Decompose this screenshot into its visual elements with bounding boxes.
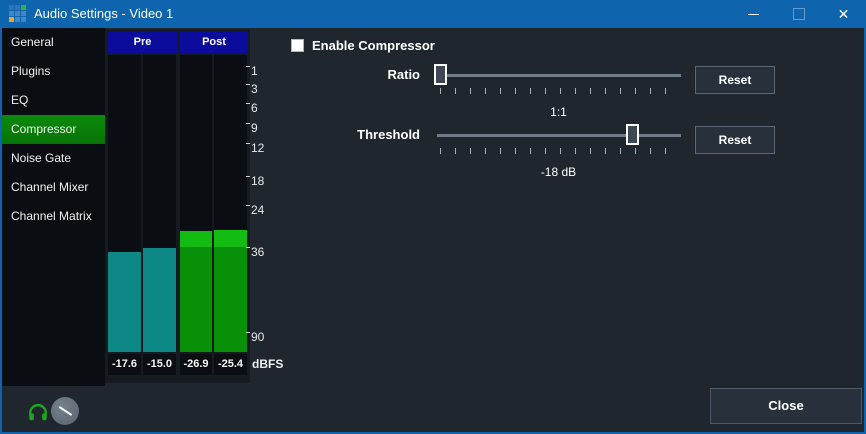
sidebar-item-compressor[interactable]: Compressor: [2, 115, 105, 144]
meter-scale-tick: [246, 143, 250, 144]
meter-scale-tick: [246, 103, 250, 104]
meter-header-pre: Pre: [108, 32, 177, 53]
threshold-slider-track: [437, 134, 681, 137]
meter-scale: 1 3 6 9 12 18 24 36 90: [245, 28, 285, 358]
meter-scale-label: 6: [251, 101, 258, 115]
meter-scale-tick: [246, 247, 250, 248]
threshold-slider-handle[interactable]: [626, 124, 639, 145]
threshold-slider-ticks: [440, 148, 678, 154]
meter-bar-post-left: [180, 55, 212, 352]
meter-bar-pre-left: [108, 55, 141, 352]
ratio-slider-handle[interactable]: [434, 64, 447, 85]
meter-bar-pre-right: [143, 55, 176, 352]
meter-scale-label: 36: [251, 245, 265, 259]
close-icon: ✕: [837, 6, 850, 22]
titlebar[interactable]: Audio Settings - Video 1 ✕: [2, 0, 864, 28]
meter-bar-post-right: [214, 55, 247, 352]
sidebar-item-eq[interactable]: EQ: [11, 93, 29, 107]
meter-scale-label: 90: [251, 330, 265, 344]
meter-scale-label: 3: [251, 82, 258, 96]
meter-scale-tick: [246, 66, 250, 67]
meter-scale-label: 18: [251, 174, 265, 188]
threshold-label: Threshold: [357, 127, 420, 142]
ratio-slider-track: [437, 74, 681, 77]
meter-level-segment: [108, 252, 141, 352]
meter-scale-tick: [246, 176, 250, 177]
ratio-value: 1:1: [550, 105, 567, 119]
maximize-icon: [792, 8, 805, 20]
sidebar-item-channel-matrix[interactable]: Channel Matrix: [11, 209, 92, 223]
meter-header-post: Post: [180, 32, 248, 53]
enable-compressor-checkbox[interactable]: [291, 39, 304, 52]
meter-scale-tick: [246, 332, 250, 333]
meter-value-pre-left: -17.6: [108, 354, 141, 375]
threshold-slider[interactable]: [434, 124, 684, 146]
meter-scale-tick: [246, 123, 250, 124]
meter-level-segment: [143, 248, 176, 352]
headphone-volume-knob[interactable]: [51, 397, 79, 425]
caption-buttons: ✕: [731, 0, 864, 28]
ratio-reset-button[interactable]: Reset: [695, 66, 775, 94]
close-window-button[interactable]: ✕: [821, 0, 864, 28]
meter-value-pre-right: -15.0: [143, 354, 176, 375]
headphones-icon[interactable]: [27, 401, 49, 423]
meter-level-segment: [180, 247, 212, 352]
window-title: Audio Settings - Video 1: [34, 6, 174, 21]
sidebar: General Plugins EQ Compressor Noise Gate…: [2, 28, 105, 386]
meter-scale-label: 9: [251, 121, 258, 135]
ratio-slider[interactable]: [434, 64, 684, 86]
sidebar-item-general[interactable]: General: [11, 35, 54, 49]
meter-unit-label: dBFS: [252, 357, 284, 371]
meter-scale-tick: [246, 84, 250, 85]
meter-scale-label: 12: [251, 141, 265, 155]
enable-compressor-label: Enable Compressor: [312, 38, 435, 53]
meter-scale-label: 24: [251, 203, 265, 217]
meter-scale-label: 1: [251, 64, 258, 78]
app-logo-icon: [9, 5, 27, 23]
meter-peak-segment: [214, 230, 247, 247]
minimize-icon: [748, 13, 759, 15]
meter-peak-segment: [180, 231, 212, 247]
threshold-reset-button[interactable]: Reset: [695, 126, 775, 154]
knob-indicator: [58, 406, 73, 416]
meter-value-post-right: -25.4: [214, 354, 247, 375]
close-button[interactable]: Close: [710, 388, 862, 424]
minimize-button[interactable]: [731, 0, 776, 28]
ratio-slider-ticks: [440, 88, 678, 94]
sidebar-item-noise-gate[interactable]: Noise Gate: [11, 151, 72, 165]
ratio-label: Ratio: [387, 67, 421, 82]
meter-value-post-left: -26.9: [180, 354, 212, 375]
maximize-button: [776, 0, 821, 28]
meter-scale-tick: [246, 205, 250, 206]
sidebar-item-channel-mixer[interactable]: Channel Mixer: [11, 180, 89, 194]
sidebar-item-plugins[interactable]: Plugins: [11, 64, 51, 78]
meter-level-segment: [214, 247, 247, 352]
threshold-value: -18 dB: [540, 165, 577, 179]
